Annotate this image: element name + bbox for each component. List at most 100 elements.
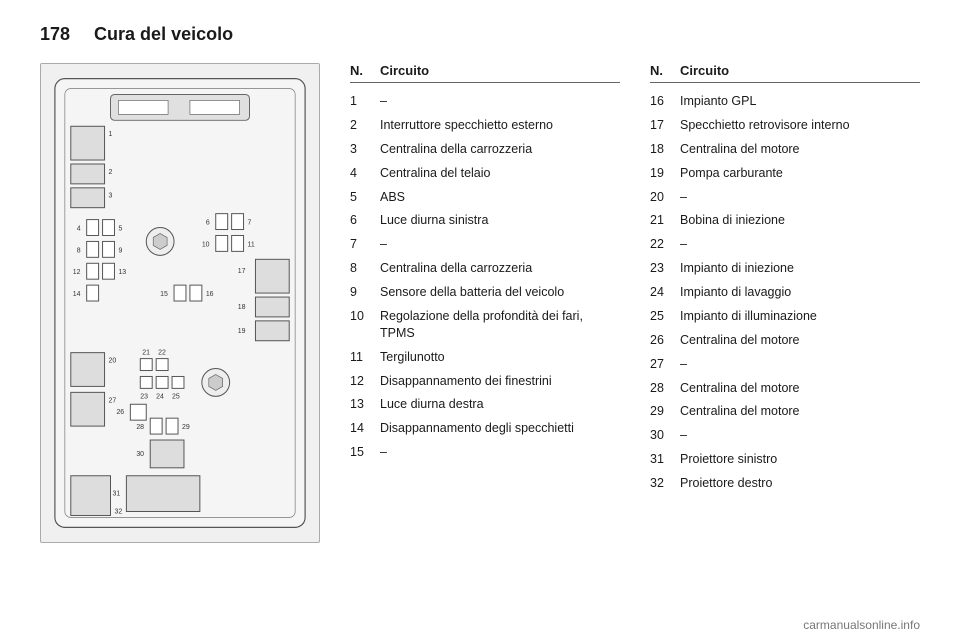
circuit-description: – xyxy=(380,444,620,461)
circuit-description: Centralina del motore xyxy=(680,141,920,158)
page-content: 1 2 3 4 5 8 9 12 13 14 xyxy=(40,63,920,543)
diagram-label: 23 xyxy=(140,393,148,400)
circuit-number: 12 xyxy=(350,373,372,390)
diagram-label: 15 xyxy=(160,291,168,298)
circuit-description: Centralina del motore xyxy=(680,403,920,420)
circuit-description: – xyxy=(680,356,920,373)
circuit-row: 7– xyxy=(350,236,620,253)
circuit-row: 13Luce diurna destra xyxy=(350,396,620,413)
circuit-description: Impianto di iniezione xyxy=(680,260,920,277)
circuit-description: Impianto di illuminazione xyxy=(680,308,920,325)
circuit-description: Sensore della batteria del veicolo xyxy=(380,284,620,301)
diagram-column: 1 2 3 4 5 8 9 12 13 14 xyxy=(40,63,320,543)
circuit-description: Centralina del motore xyxy=(680,332,920,349)
circuit-description: Centralina del telaio xyxy=(380,165,620,182)
circuit-description: Disappannamento degli spec­chietti xyxy=(380,420,620,437)
diagram-label: 19 xyxy=(238,328,246,335)
manual-page: 178 Cura del veicolo 1 xyxy=(0,0,960,642)
circuit-row: 25Impianto di illuminazione xyxy=(650,308,920,325)
diagram-label: 5 xyxy=(118,226,122,233)
circuit-row: 30– xyxy=(650,427,920,444)
circuit-row: 31Proiettore sinistro xyxy=(650,451,920,468)
diagram-label: 7 xyxy=(248,220,252,227)
diagram-label: 20 xyxy=(109,358,117,365)
circuit-number: 29 xyxy=(650,403,672,420)
circuit-number: 1 xyxy=(350,93,372,110)
diagram-label: 28 xyxy=(136,424,144,431)
circuit-row: 2Interruttore specchietto esterno xyxy=(350,117,620,134)
circuit-number: 26 xyxy=(650,332,672,349)
circuit-number: 19 xyxy=(650,165,672,182)
circuit-row: 16 Impianto GPL xyxy=(650,93,920,110)
circuit-row: 11Tergilunotto xyxy=(350,349,620,366)
circuit-number: 3 xyxy=(350,141,372,158)
circuit-description: Luce diurna sinistra xyxy=(380,212,620,229)
page-number: 178 xyxy=(40,24,70,45)
diagram-label: 21 xyxy=(142,350,150,357)
circuit-row: 4 Centralina del telaio xyxy=(350,165,620,182)
circuit-row: 5 ABS xyxy=(350,189,620,206)
circuit-description: Pompa carburante xyxy=(680,165,920,182)
circuit-number: 6 xyxy=(350,212,372,229)
footer-watermark: carmanualsonline.info xyxy=(803,618,920,632)
circuit-description: – xyxy=(380,236,620,253)
circuit-number: 23 xyxy=(650,260,672,277)
circuit-row: 6 Luce diurna sinistra xyxy=(350,212,620,229)
column-header: N. Circuito xyxy=(650,63,920,83)
circuit-number: 20 xyxy=(650,189,672,206)
diagram-label: 17 xyxy=(238,268,246,275)
circuit-list-left: N. Circuito 1–2Interruttore specchietto … xyxy=(350,63,620,543)
diagram-label: 14 xyxy=(73,291,81,298)
circuit-description: Impianto di lavaggio xyxy=(680,284,920,301)
circuit-row: 20– xyxy=(650,189,920,206)
circuit-description: Centralina della carrozzeria xyxy=(380,260,620,277)
diagram-label: 11 xyxy=(248,241,255,248)
circuit-description: Specchietto retrovisore interno xyxy=(680,117,920,134)
diagram-label: 8 xyxy=(77,247,81,254)
circuit-description: ABS xyxy=(380,189,620,206)
circuit-description: Disappannamento dei finestrini xyxy=(380,373,620,390)
circuit-number: 17 xyxy=(650,117,672,134)
circuit-number: 28 xyxy=(650,380,672,397)
circuit-row: 10Regolazione della profondità dei fari,… xyxy=(350,308,620,342)
circuit-description: Luce diurna destra xyxy=(380,396,620,413)
header-num: N. xyxy=(350,63,372,78)
circuit-number: 14 xyxy=(350,420,372,437)
page-header: 178 Cura del veicolo xyxy=(40,24,920,45)
circuit-row: 12 Disappannamento dei finestrini xyxy=(350,373,620,390)
circuit-number: 5 xyxy=(350,189,372,206)
circuit-description: Proiettore destro xyxy=(680,475,920,492)
diagram-label: 2 xyxy=(109,169,113,176)
diagram-label: 27 xyxy=(109,397,117,404)
circuit-number: 4 xyxy=(350,165,372,182)
circuit-description: Centralina del motore xyxy=(680,380,920,397)
diagram-label: 4 xyxy=(77,226,81,233)
diagram-label: 9 xyxy=(118,247,122,254)
circuit-row: 29 Centralina del motore xyxy=(650,403,920,420)
circuit-list-right: N. Circuito 16 Impianto GPL 17 Specchietto … xyxy=(650,63,920,543)
diagram-label: 22 xyxy=(158,350,166,357)
circuit-number: 24 xyxy=(650,284,672,301)
diagram-label: 26 xyxy=(116,409,124,416)
circuit-row: 9Sensore della batteria del veicolo xyxy=(350,284,620,301)
left-rows-container: 1–2Interruttore specchietto esterno3Cent… xyxy=(350,93,620,468)
diagram-label: 10 xyxy=(202,241,210,248)
circuit-description: Bobina di iniezione xyxy=(680,212,920,229)
circuit-description: Tergilunotto xyxy=(380,349,620,366)
circuit-number: 16 xyxy=(650,93,672,110)
circuit-number: 32 xyxy=(650,475,672,492)
diagram-label: 3 xyxy=(109,193,113,200)
circuit-number: 10 xyxy=(350,308,372,342)
column-header: N. Circuito xyxy=(350,63,620,83)
circuit-description: Regolazione della profondità dei fari, T… xyxy=(380,308,620,342)
circuit-row: 26 Centralina del motore xyxy=(650,332,920,349)
circuit-row: 19 Pompa carburante xyxy=(650,165,920,182)
circuit-number: 21 xyxy=(650,212,672,229)
circuit-number: 15 xyxy=(350,444,372,461)
diagram-label: 25 xyxy=(172,393,180,400)
diagram-label: 1 xyxy=(109,131,113,138)
right-rows-container: 16 Impianto GPL 17 Specchietto retrovisore … xyxy=(650,93,920,499)
circuit-description: Impianto GPL xyxy=(680,93,920,110)
circuit-description: – xyxy=(680,189,920,206)
circuit-description: – xyxy=(380,93,620,110)
